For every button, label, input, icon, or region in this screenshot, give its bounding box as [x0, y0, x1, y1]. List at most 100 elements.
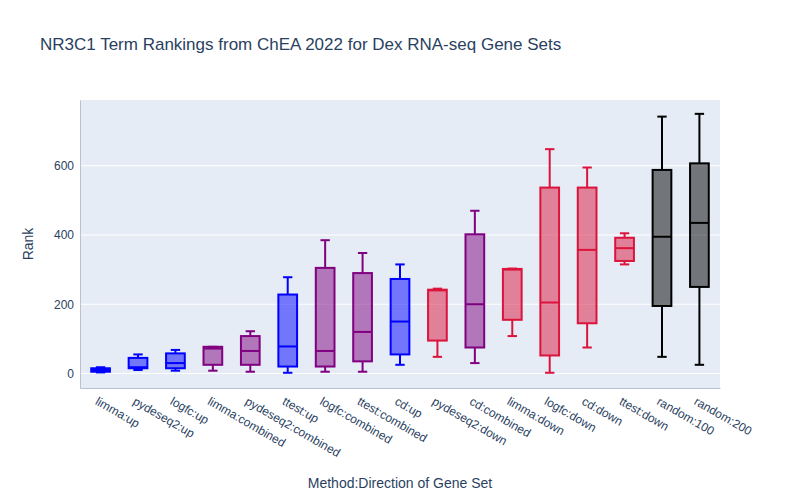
min-cap	[358, 371, 367, 373]
max-cap	[320, 239, 329, 241]
upper-whisker	[549, 149, 551, 187]
median	[166, 362, 185, 364]
upper-whisker	[698, 114, 700, 164]
min-cap	[508, 335, 517, 337]
max-cap	[582, 167, 591, 169]
min-cap	[246, 371, 255, 373]
box-group	[428, 289, 447, 357]
box-group	[653, 117, 672, 357]
upper-whisker	[474, 211, 476, 235]
min-cap	[320, 371, 329, 373]
box	[578, 188, 597, 324]
lower-whisker	[586, 323, 588, 347]
max-cap	[283, 276, 292, 278]
grid-line	[80, 373, 720, 374]
box-group	[540, 149, 559, 373]
box	[690, 163, 709, 287]
y-tick: 600	[54, 159, 80, 173]
x-tick: limma:up	[93, 388, 142, 431]
box-group	[91, 367, 110, 372]
median	[503, 269, 522, 271]
min-cap	[657, 356, 666, 358]
y-tick-label: 0	[67, 367, 74, 381]
x-tick-label: random:200	[692, 394, 755, 438]
box	[353, 273, 372, 361]
y-tick: 400	[54, 228, 80, 242]
box-group	[465, 211, 484, 363]
lower-whisker	[549, 355, 551, 372]
max-cap	[358, 252, 367, 254]
max-cap	[395, 263, 404, 265]
y-axis-title: Rank	[20, 227, 36, 261]
median	[91, 369, 110, 371]
median	[578, 249, 597, 251]
upper-whisker	[287, 277, 289, 294]
x-tick: cd:up	[392, 388, 425, 421]
box	[316, 268, 335, 367]
x-tick-label: cd:down	[580, 394, 626, 428]
box	[503, 269, 522, 320]
y-axis-line	[80, 101, 81, 389]
median	[428, 289, 447, 291]
x-tick: ttest:up	[280, 388, 321, 426]
box-group	[316, 240, 335, 372]
median	[204, 348, 223, 350]
box-group	[615, 233, 634, 264]
median	[615, 247, 634, 249]
title: NR3C1 Term Rankings from ChEA 2022 for D…	[40, 35, 561, 54]
upper-whisker	[661, 117, 663, 170]
box-group	[503, 269, 522, 337]
max-cap	[620, 232, 629, 234]
lower-whisker	[399, 354, 401, 364]
y-tick-label: 400	[54, 228, 74, 242]
min-cap	[620, 263, 629, 265]
lower-whisker	[511, 320, 513, 336]
min-cap	[171, 370, 180, 372]
y-axis: 0 200 400 600	[54, 101, 81, 389]
upper-whisker	[586, 168, 588, 188]
x-tick: random:200	[692, 388, 755, 438]
grid	[80, 166, 720, 374]
box-group	[241, 331, 260, 372]
median	[391, 321, 410, 323]
lower-whisker	[661, 306, 663, 357]
y-tick: 200	[54, 298, 80, 312]
x-axis-title: Method:Direction of Gene Set	[308, 475, 493, 491]
box	[465, 234, 484, 347]
max-cap	[133, 353, 142, 355]
min-cap	[545, 372, 554, 374]
median	[316, 350, 335, 352]
upper-whisker	[362, 253, 364, 273]
y-tick-label: 600	[54, 159, 74, 173]
box	[428, 290, 447, 341]
median	[129, 366, 148, 368]
y-tick-label: 200	[54, 298, 74, 312]
box	[391, 279, 410, 354]
chart: 0200400600limma:uppydeseq2:uplogfc:uplim…	[0, 0, 800, 500]
upper-whisker	[324, 240, 326, 268]
y-tick: 0	[67, 367, 80, 381]
box-group	[278, 277, 297, 373]
min-cap	[283, 372, 292, 374]
x-axis-line	[81, 388, 721, 389]
min-cap	[695, 364, 704, 366]
box	[204, 347, 223, 365]
plot-background	[80, 100, 720, 388]
max-cap	[470, 210, 479, 212]
box	[241, 336, 260, 365]
lower-whisker	[436, 341, 438, 357]
box	[129, 358, 148, 368]
median	[540, 302, 559, 304]
box-group	[353, 253, 372, 372]
max-cap	[246, 330, 255, 332]
x-tick-label: cd:up	[392, 394, 425, 421]
median	[653, 236, 672, 238]
box	[653, 170, 672, 306]
box	[278, 295, 297, 367]
lower-whisker	[362, 361, 364, 371]
min-cap	[395, 364, 404, 366]
x-tick: logfc:up	[168, 388, 212, 427]
box-group	[690, 114, 709, 365]
box	[540, 188, 559, 356]
box-group	[166, 350, 185, 371]
